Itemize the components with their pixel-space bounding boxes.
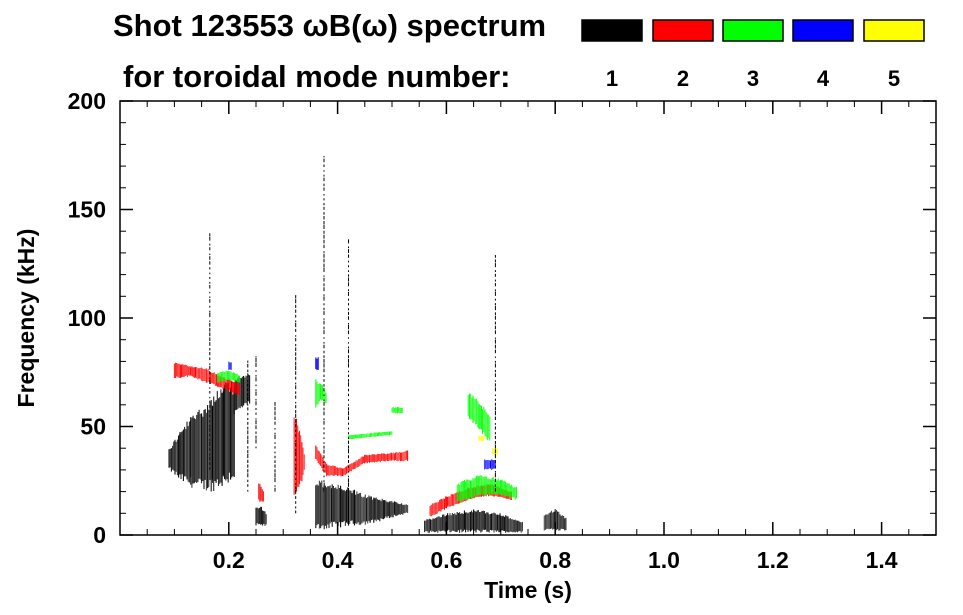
chart-subtitle: for toroidal mode number: [123, 59, 511, 94]
spectral-region-mode-1 [315, 480, 409, 530]
spectral-region-mode-1 [424, 509, 523, 533]
y-axis-label: Frequency (kHz) [13, 229, 39, 408]
x-axis-label: Time (s) [484, 577, 572, 603]
spectral-region-mode-3 [467, 393, 491, 441]
spectral-region-mode-1 [233, 374, 251, 415]
spectral-region-mode-2 [315, 445, 409, 477]
legend-swatch-mode-3 [722, 19, 784, 42]
spectral-region-mode-1 [543, 509, 567, 531]
spectral-region-mode-3 [391, 407, 403, 414]
y-tick-label: 150 [68, 197, 106, 223]
x-tick-label: 1.0 [648, 547, 680, 573]
legend-label-mode-3: 3 [747, 66, 759, 91]
legend-label-mode-1: 1 [606, 66, 618, 91]
x-tick-label: 0.8 [539, 547, 571, 573]
legend-label-mode-5: 5 [888, 66, 900, 91]
spectral-region-mode-5 [478, 435, 485, 442]
spectral-region-mode-3 [315, 379, 327, 408]
axis-ticks: 0 50 100 150 200 0.2 0.4 0.6 0.8 1.0 1.2 1.4 [68, 88, 936, 573]
spectral-region-mode-4 [228, 361, 232, 370]
legend-label-mode-2: 2 [677, 66, 689, 91]
spectral-region-mode-3 [347, 431, 393, 440]
spectral-region-mode-3 [217, 370, 241, 383]
x-tick-label: 0.6 [430, 547, 462, 573]
y-tick-label: 200 [68, 88, 106, 114]
chart-title: Shot 123553 ωB(ω) spectrum [113, 8, 546, 43]
plot-frame [119, 100, 937, 536]
spectral-region-mode-2 [258, 483, 265, 502]
spectral-region-mode-1 [168, 381, 235, 492]
y-tick-label: 0 [93, 522, 106, 548]
y-tick-label: 50 [80, 414, 106, 440]
legend-label-mode-4: 4 [817, 66, 830, 91]
spectral-region-mode-4 [483, 459, 496, 470]
spectrum-data [168, 156, 567, 533]
spectral-region-mode-3 [456, 475, 517, 503]
legend-swatch-mode-5 [863, 19, 925, 42]
spectral-region-mode-4 [315, 357, 319, 370]
x-tick-label: 0.2 [213, 547, 245, 573]
legend-swatch-mode-2 [652, 19, 714, 42]
x-tick-label: 0.4 [322, 547, 354, 573]
spectral-region-mode-2 [173, 362, 241, 395]
spectral-region-mode-2 [293, 417, 305, 495]
x-tick-label: 1.2 [757, 547, 789, 573]
y-tick-label: 100 [68, 305, 106, 331]
legend-swatch-mode-4 [792, 19, 854, 42]
x-tick-label: 1.4 [866, 547, 898, 573]
legend-swatch-mode-1 [581, 19, 643, 42]
spectral-region-mode-1 [255, 506, 267, 526]
legend: 1 2 3 4 5 [581, 19, 925, 91]
